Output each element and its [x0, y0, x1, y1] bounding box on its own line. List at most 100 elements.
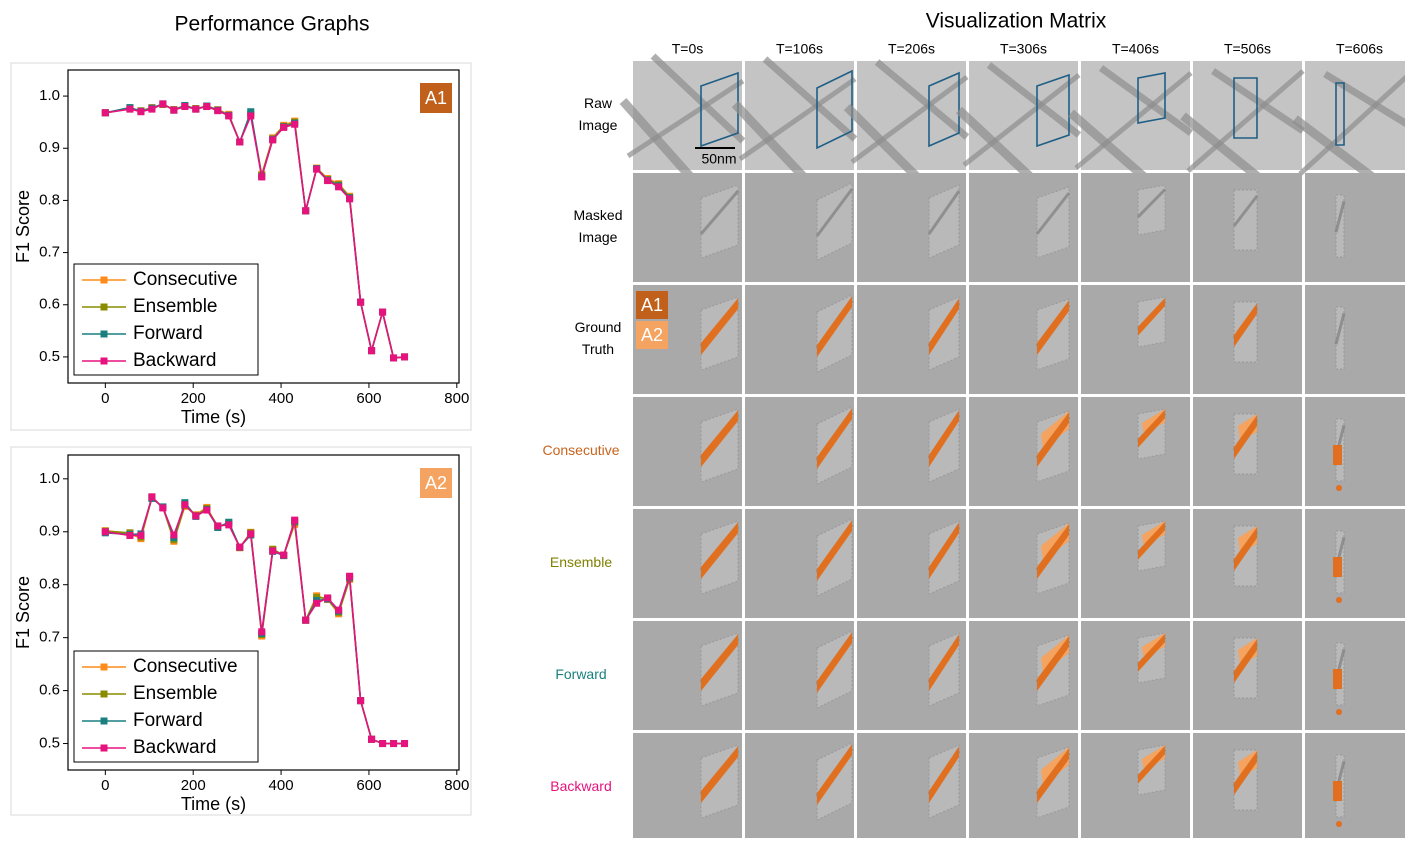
- legend-label: Backward: [133, 737, 216, 758]
- raw-image: [1081, 61, 1190, 170]
- segment-a1: [1037, 748, 1069, 803]
- scale-bar-label: 50nm: [701, 151, 736, 167]
- segment-a1: [1333, 781, 1342, 801]
- roi-box: [1233, 77, 1258, 139]
- point: [126, 105, 134, 113]
- point: [258, 628, 266, 636]
- roi-box: [816, 69, 853, 150]
- segment-a1: [929, 410, 959, 467]
- masked-bg: [1305, 397, 1405, 506]
- matrix-title: Visualization Matrix: [926, 10, 1107, 33]
- legend-marker: [100, 303, 108, 311]
- x-tick-label: 0: [101, 777, 109, 794]
- roi-box: [928, 71, 960, 148]
- filament: [1186, 69, 1305, 173]
- y-tick-label: 0.6: [39, 682, 60, 699]
- segment-a2: [1142, 745, 1165, 771]
- point: [170, 106, 178, 114]
- x-tick-label: 200: [181, 777, 206, 794]
- row-label: Ground: [575, 319, 622, 335]
- masked-streak: [699, 190, 740, 235]
- point: [280, 551, 288, 559]
- y-tick-label: 0.7: [39, 244, 60, 261]
- segment-a1: [817, 520, 852, 581]
- segment-a1: [1234, 751, 1257, 795]
- point: [137, 108, 145, 116]
- segment-a2: [1142, 633, 1165, 659]
- segment-a1: [1234, 527, 1257, 571]
- point: [148, 105, 156, 113]
- point: [357, 298, 365, 306]
- legend-marker: [100, 717, 108, 725]
- point: [247, 112, 255, 120]
- point: [247, 530, 255, 538]
- legend-marker: [100, 690, 108, 698]
- filament: [962, 73, 1081, 167]
- segment-a1: [1138, 745, 1165, 784]
- segment-a2: [1142, 521, 1165, 547]
- row-label: Backward: [550, 778, 611, 794]
- point: [236, 543, 244, 551]
- x-axis-label: Time (s): [181, 407, 246, 427]
- panel-tag-bg: [420, 83, 452, 113]
- legend-label: Backward: [133, 350, 216, 371]
- point: [401, 740, 409, 748]
- point: [170, 531, 178, 539]
- segment-a1: [817, 632, 852, 693]
- masked-streak: [1035, 192, 1071, 235]
- masked-streak: [927, 190, 961, 235]
- x-tick-label: 600: [356, 390, 381, 407]
- panel-tag-bg: [420, 468, 452, 498]
- point: [357, 697, 365, 705]
- segment-a2: [1041, 635, 1069, 673]
- segment-a1: [701, 298, 738, 355]
- segment-a1: [929, 746, 959, 803]
- filament: [626, 78, 745, 159]
- column-header: T=606s: [1336, 41, 1383, 57]
- segment-dot: [1336, 597, 1342, 603]
- masked-streak: [815, 188, 854, 237]
- segment-a1: [1234, 639, 1257, 683]
- segment-a1: [817, 296, 852, 357]
- point: [401, 353, 409, 361]
- point: [247, 108, 255, 116]
- point: [390, 354, 398, 362]
- segment-a1: [817, 744, 852, 805]
- segment-a1: [1138, 297, 1165, 336]
- column-header: T=306s: [1000, 41, 1047, 57]
- column-header: T=0s: [672, 41, 704, 57]
- point: [192, 105, 200, 113]
- filament: [1098, 65, 1194, 136]
- filament: [850, 74, 969, 165]
- row-label: Consecutive: [542, 442, 619, 458]
- masked-bg: [1081, 397, 1190, 506]
- y-tick-label: 1.0: [39, 87, 60, 104]
- row-label: Raw: [584, 95, 613, 111]
- segment-a2: [1041, 747, 1069, 785]
- y-tick-label: 1.0: [39, 470, 60, 487]
- segment-a2: [1142, 409, 1165, 435]
- y-tick-label: 0.7: [39, 629, 60, 646]
- y-tick-label: 0.9: [39, 523, 60, 540]
- column-header: T=506s: [1224, 41, 1271, 57]
- x-tick-label: 400: [269, 390, 294, 407]
- point: [368, 735, 376, 743]
- tag-label: A2: [641, 325, 663, 345]
- point: [280, 123, 288, 131]
- segment-a1: [701, 410, 738, 467]
- point: [302, 207, 310, 215]
- column-header: T=206s: [888, 41, 935, 57]
- point: [203, 103, 211, 111]
- y-tick-label: 0.5: [39, 734, 60, 751]
- segment-a1: [929, 298, 959, 355]
- point: [346, 572, 354, 580]
- legend-marker: [100, 663, 108, 671]
- point: [379, 308, 387, 316]
- x-tick-label: 800: [444, 777, 469, 794]
- panel-frame: [10, 446, 472, 816]
- segment-a1: [929, 634, 959, 691]
- x-tick-label: 400: [269, 777, 294, 794]
- segment-a2: [1238, 638, 1257, 665]
- point: [181, 103, 189, 111]
- left-title: Performance Graphs: [175, 13, 370, 36]
